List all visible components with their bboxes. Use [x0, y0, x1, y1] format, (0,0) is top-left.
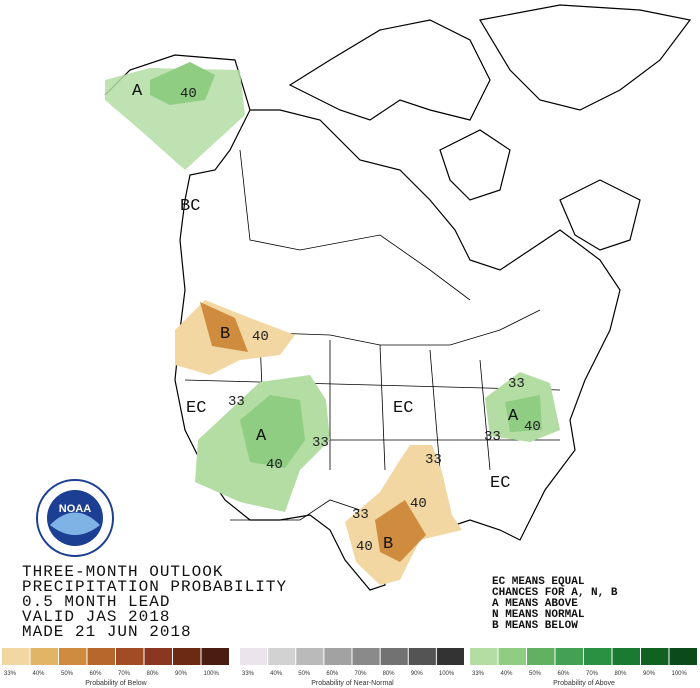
legend-title: Probability of Above	[553, 680, 615, 687]
legend-swatch	[470, 648, 498, 665]
legend-swatch	[584, 648, 612, 665]
legend-tick: 40%	[270, 671, 283, 677]
legend-swatch	[30, 648, 58, 665]
legend-swatch	[380, 648, 408, 665]
title-line: MADE 21 JUN 2018	[22, 623, 192, 641]
legend-tick: 50%	[529, 671, 542, 677]
map-label: 40	[524, 419, 541, 435]
legend-tick: 100%	[204, 671, 220, 677]
legend-tick: 60%	[326, 671, 339, 677]
legend-tick: 70%	[586, 671, 599, 677]
legend-tick: 33%	[242, 671, 255, 677]
legend-tick: 80%	[615, 671, 628, 677]
legend-swatch	[352, 648, 380, 665]
legend-tick: 70%	[118, 671, 131, 677]
map-label: A	[256, 427, 267, 446]
map-label: EC	[186, 399, 206, 418]
legend-swatch	[2, 648, 30, 665]
legend-swatch	[641, 648, 669, 665]
legend-title: Probability of Below	[85, 680, 147, 687]
map-label: 33	[484, 429, 501, 445]
legend-tick: 33%	[472, 671, 485, 677]
legend-tick: 33%	[4, 671, 17, 677]
legend-swatch	[527, 648, 555, 665]
map-labels: A 40 BC B 40 EC 33 A 33 40 EC 33 A 33 40…	[132, 82, 541, 555]
legend-swatch	[201, 648, 229, 665]
legend-swatch	[436, 648, 464, 665]
legend-tick: 50%	[298, 671, 311, 677]
map-label: 40	[266, 457, 283, 473]
map-label: 33	[312, 435, 329, 451]
legend-swatch	[173, 648, 201, 665]
anomaly-areas	[105, 62, 560, 585]
map-label: BC	[180, 197, 200, 216]
map-label: 33	[228, 394, 245, 410]
map-label: 33	[508, 376, 525, 392]
legend-tick: 40%	[501, 671, 514, 677]
legend-tick: 80%	[147, 671, 160, 677]
map-label: EC	[490, 474, 510, 493]
legend-tick: 50%	[61, 671, 74, 677]
legend-tick: 100%	[439, 671, 455, 677]
title-line: 0.5 MONTH LEAD	[22, 593, 170, 611]
key-line: A MEANS ABOVE	[492, 598, 578, 610]
legend-swatch	[555, 648, 583, 665]
legend-tick: 90%	[411, 671, 424, 677]
title-line: PRECIPITATION PROBABILITY	[22, 578, 287, 596]
key-line: EC MEANS EQUAL	[492, 576, 585, 588]
legend-swatch	[144, 648, 172, 665]
legend-title: Probability of Near-Normal	[311, 680, 394, 687]
noaa-logo: NOAA	[36, 479, 114, 557]
legend-swatch	[408, 648, 436, 665]
map-label: 40	[410, 496, 427, 512]
legend-tick: 100%	[672, 671, 688, 677]
legend-swatch	[87, 648, 115, 665]
legend-tick: 60%	[90, 671, 103, 677]
map-label: 33	[352, 507, 369, 523]
legend-tick: 60%	[558, 671, 571, 677]
legend-swatch	[669, 648, 697, 665]
map-label: 33	[425, 452, 442, 468]
map-label: EC	[393, 399, 413, 418]
legend-tick: 90%	[643, 671, 656, 677]
map-label: 40	[356, 539, 373, 555]
legend-swatch	[268, 648, 296, 665]
legend-swatch	[240, 648, 268, 665]
map-label: A	[508, 407, 519, 426]
legend-swatch	[612, 648, 640, 665]
map-label: A	[132, 82, 143, 101]
legend-tick: 90%	[175, 671, 188, 677]
legend-tick: 40%	[33, 671, 46, 677]
key-line: CHANCES FOR A, N, B	[492, 587, 618, 599]
map-label: 40	[252, 329, 269, 345]
legend-swatch	[59, 648, 87, 665]
logo-text: NOAA	[59, 503, 91, 515]
map-label: B	[383, 535, 393, 554]
title-line: THREE-MONTH OUTLOOK	[22, 563, 223, 581]
map-label: B	[220, 325, 230, 344]
key-line: B MEANS BELOW	[492, 620, 578, 632]
legend-tick: 80%	[383, 671, 396, 677]
legend-tick: 70%	[355, 671, 368, 677]
color-legend: 33% 40% 50% 60% 70% 80% 90% 100% Probability of …	[2, 648, 697, 687]
legend-swatch	[116, 648, 144, 665]
legend-swatch	[296, 648, 324, 665]
title-line: VALID JAS 2018	[22, 608, 170, 626]
key-line: N MEANS NORMAL	[492, 609, 585, 621]
map-label: 40	[180, 86, 197, 102]
legend-swatch	[324, 648, 352, 665]
legend-swatch	[498, 648, 526, 665]
